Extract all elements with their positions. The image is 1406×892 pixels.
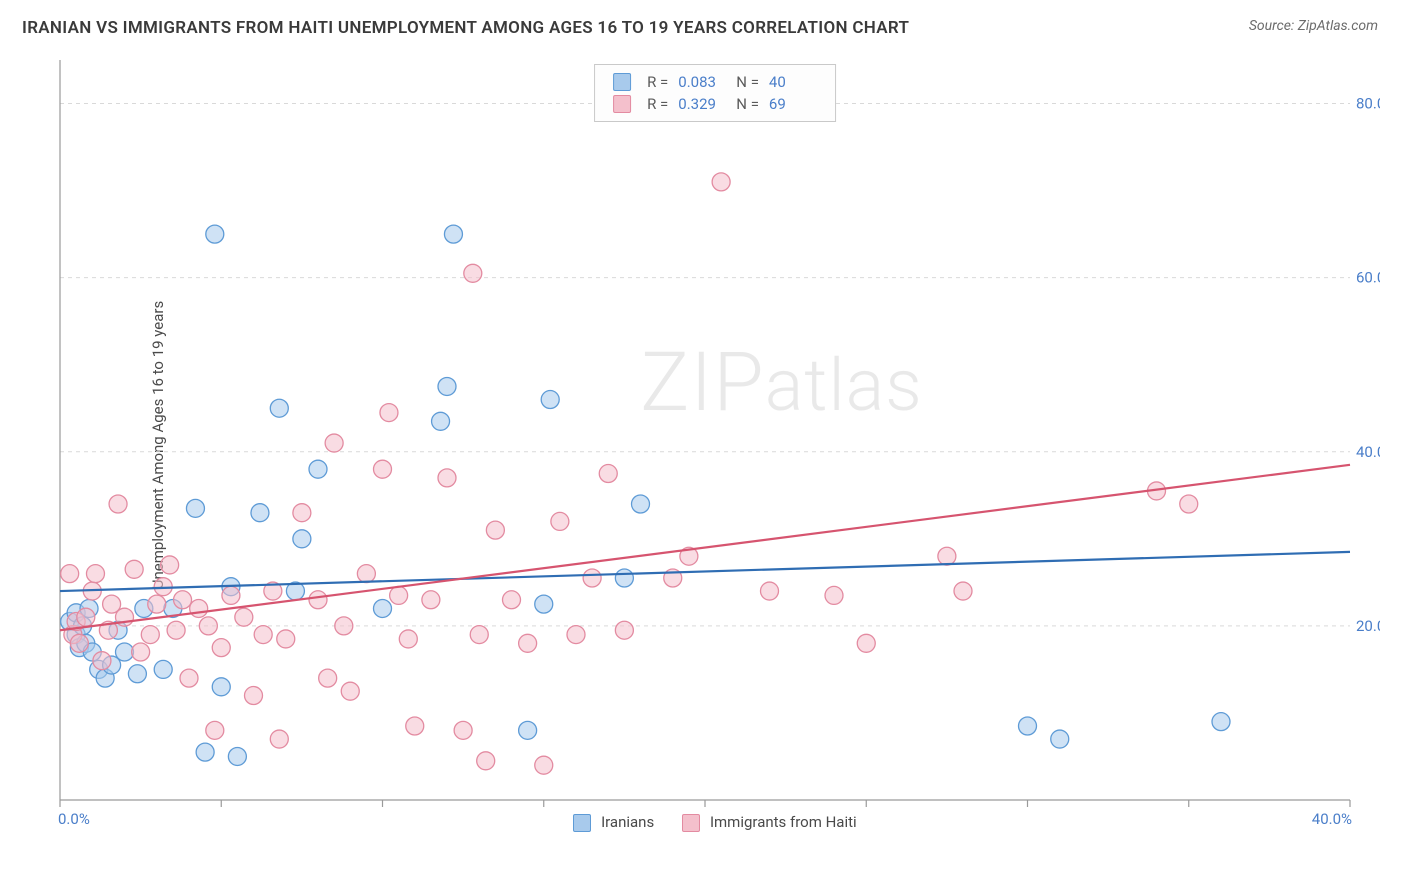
legend-item-haiti: Immigrants from Haiti xyxy=(682,813,856,832)
legend-item-iranians: Iranians xyxy=(573,813,654,832)
legend-swatch-iranians-icon xyxy=(613,73,631,91)
series-legend: Iranians Immigrants from Haiti xyxy=(50,813,1380,832)
r-label: R = xyxy=(647,95,668,113)
title-row: IRANIAN VS IMMIGRANTS FROM HAITI UNEMPLO… xyxy=(0,0,1406,38)
correlation-legend: R = 0.083 N = 40 R = 0.329 N = 69 xyxy=(594,64,836,122)
n-value-haiti: 69 xyxy=(769,95,817,113)
svg-text:40.0%: 40.0% xyxy=(1356,443,1380,461)
legend-label-iranians: Iranians xyxy=(601,813,654,831)
scatter-plot-svg: 20.0%40.0%60.0%80.0%0.0%40.0% xyxy=(50,60,1380,830)
n-value-iranians: 40 xyxy=(769,73,817,91)
chart-title: IRANIAN VS IMMIGRANTS FROM HAITI UNEMPLO… xyxy=(22,18,909,38)
legend-label-haiti: Immigrants from Haiti xyxy=(710,813,857,831)
plot-area: Unemployment Among Ages 16 to 19 years Z… xyxy=(50,60,1380,830)
correlation-row-2: R = 0.329 N = 69 xyxy=(613,93,817,115)
svg-text:60.0%: 60.0% xyxy=(1356,269,1380,287)
n-label: N = xyxy=(736,95,759,113)
svg-text:20.0%: 20.0% xyxy=(1356,617,1380,635)
r-value-haiti: 0.329 xyxy=(678,95,726,113)
r-value-iranians: 0.083 xyxy=(678,73,726,91)
n-label: N = xyxy=(736,73,759,91)
correlation-row-1: R = 0.083 N = 40 xyxy=(613,71,817,93)
svg-text:80.0%: 80.0% xyxy=(1356,95,1380,113)
chart-container: IRANIAN VS IMMIGRANTS FROM HAITI UNEMPLO… xyxy=(0,0,1406,892)
legend-swatch-iranians-icon xyxy=(573,814,591,832)
r-label: R = xyxy=(647,73,668,91)
legend-swatch-haiti-icon xyxy=(613,95,631,113)
source-label: Source: ZipAtlas.com xyxy=(1249,18,1378,34)
legend-swatch-haiti-icon xyxy=(682,814,700,832)
